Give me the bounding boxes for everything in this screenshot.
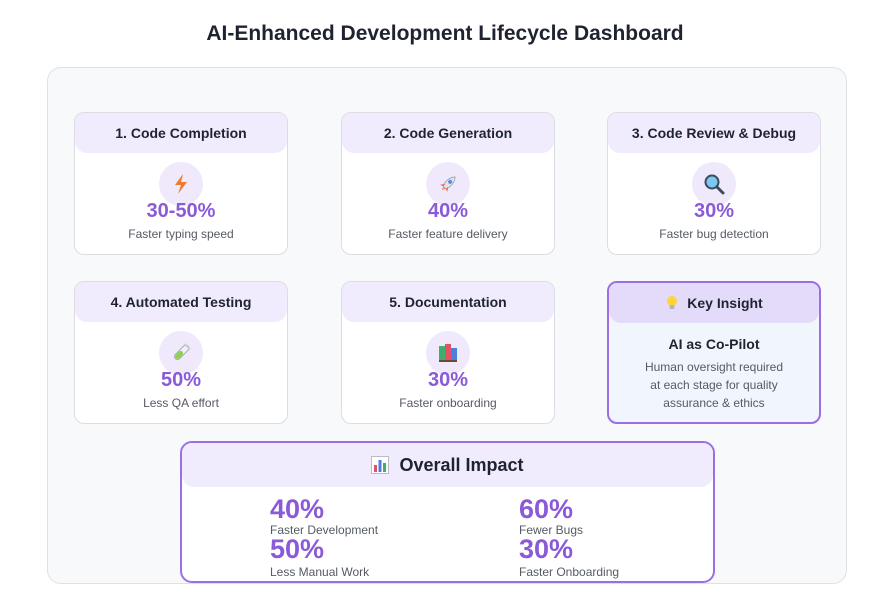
insight-line: assurance & ethics	[663, 396, 765, 410]
page-title: AI-Enhanced Development Lifecycle Dashbo…	[206, 22, 684, 45]
metric-value: 60%	[519, 494, 574, 524]
lightbulb-icon	[665, 295, 679, 311]
stage-card-automated-testing: 4. Automated Testing 50% Less QA effort	[74, 281, 288, 424]
metric-value: 40%	[270, 494, 325, 524]
insight-header-label: Key Insight	[687, 295, 763, 311]
stage-label: Faster typing speed	[128, 227, 234, 241]
insight-line: at each stage for quality	[650, 378, 778, 392]
stage-value: 30-50%	[146, 200, 216, 222]
stage-label: Faster bug detection	[659, 227, 769, 241]
stage-value: 30%	[427, 369, 469, 391]
stage-title: 2. Code Generation	[342, 113, 554, 153]
stage-title: 5. Documentation	[342, 282, 554, 322]
metric-label: Faster Onboarding	[519, 565, 620, 579]
metric-label: Faster Development	[270, 523, 379, 537]
metric-faster-onboarding: 30% Faster Onboarding	[519, 535, 619, 579]
stage-card-code-completion: 1. Code Completion 30-50% Faster typing …	[74, 112, 288, 255]
insight-line: Human oversight required	[644, 360, 784, 374]
metric-value: 50%	[270, 534, 325, 564]
insight-text: Human oversight required at each stage f…	[609, 358, 819, 412]
metric-label: Less Manual Work	[270, 565, 370, 579]
overall-header: Overall Impact	[182, 443, 713, 487]
stage-card-documentation: 5. Documentation 30% Faster onboarding	[341, 281, 555, 424]
test-tube-icon	[159, 331, 203, 375]
metric-faster-development: 40% Faster Development	[270, 495, 378, 537]
metric-fewer-bugs: 60% Fewer Bugs	[519, 495, 583, 537]
stage-title: 1. Code Completion	[75, 113, 287, 153]
stage-value: 30%	[693, 200, 735, 222]
insight-header: Key Insight	[609, 283, 819, 323]
rocket-icon	[426, 162, 470, 206]
books-icon	[426, 331, 470, 375]
bar-chart-icon	[371, 456, 390, 474]
metric-less-manual-work: 50% Less Manual Work	[270, 535, 369, 579]
overall-impact-card: Overall Impact 40% Faster Development 60…	[180, 441, 715, 583]
stage-value: 50%	[160, 369, 202, 391]
stage-value: 40%	[427, 200, 469, 222]
insight-title: AI as Co-Pilot	[668, 336, 760, 352]
stage-card-code-generation: 2. Code Generation 40% Faster feature de…	[341, 112, 555, 255]
overall-title: Overall Impact	[399, 454, 524, 475]
stage-title: 3. Code Review & Debug	[608, 113, 820, 153]
stage-label: Faster onboarding	[399, 396, 497, 410]
stage-label: Less QA effort	[143, 396, 219, 410]
stage-card-code-review: 3. Code Review & Debug 30% Faster bug de…	[607, 112, 821, 255]
lightning-icon	[159, 162, 203, 206]
metric-label: Fewer Bugs	[519, 523, 584, 537]
stage-title: 4. Automated Testing	[75, 282, 287, 322]
stage-label: Faster feature delivery	[388, 227, 508, 241]
magnifier-icon	[692, 162, 736, 206]
metric-value: 30%	[519, 534, 574, 564]
key-insight-card: Key Insight AI as Co-Pilot Human oversig…	[607, 281, 821, 424]
